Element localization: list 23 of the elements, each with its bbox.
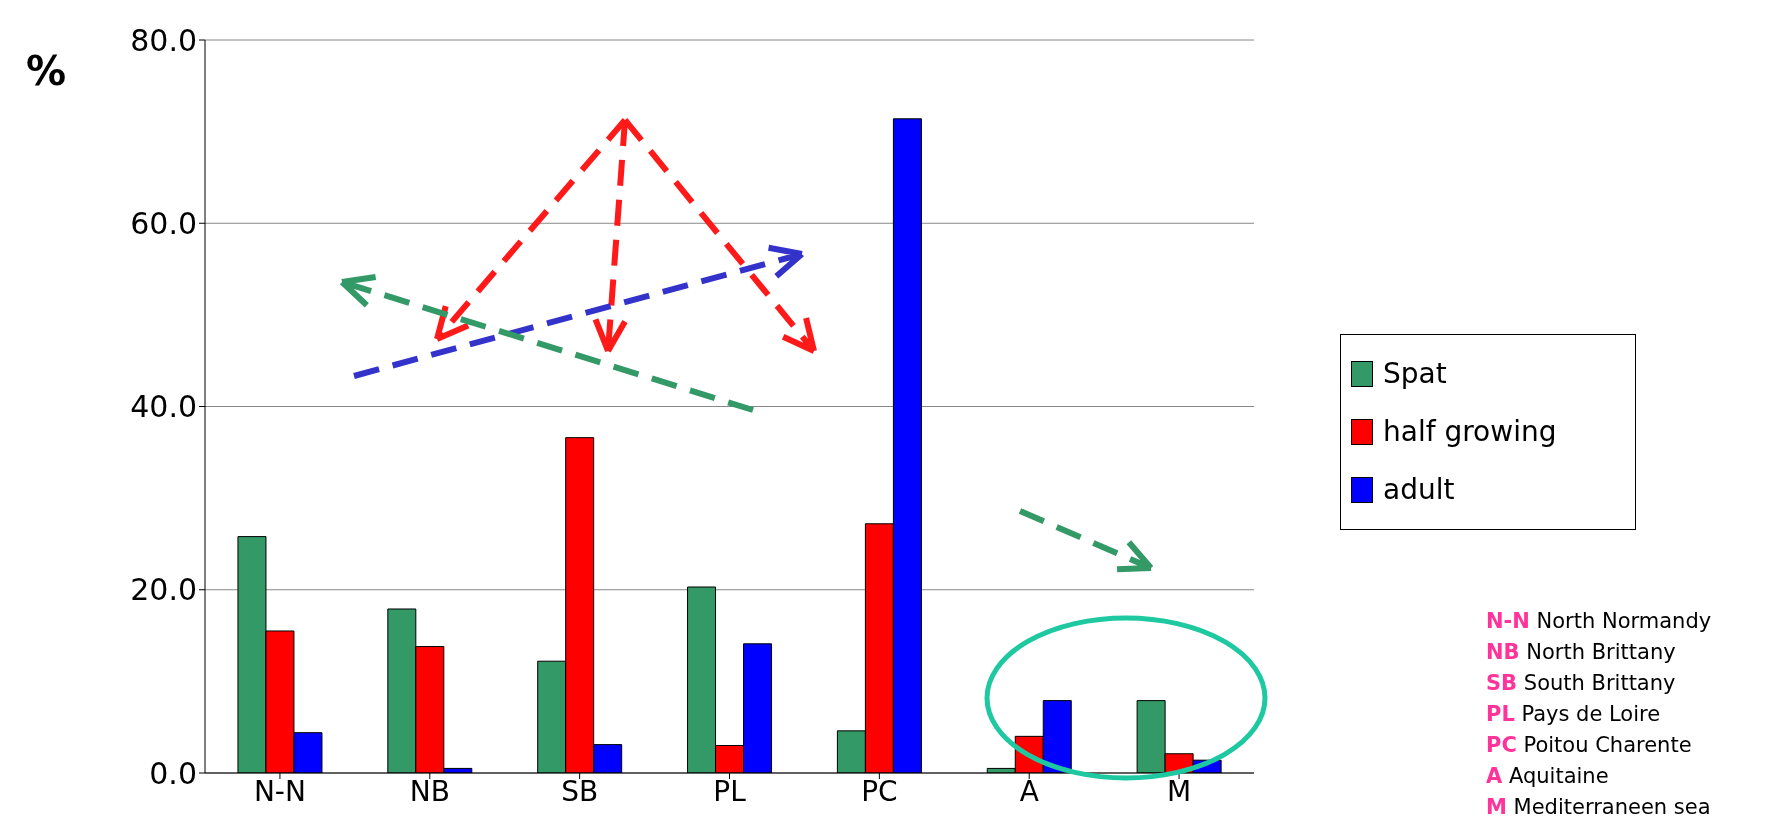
y-tick-label: 60.0 — [130, 205, 197, 241]
y-tick-label: 20.0 — [130, 572, 197, 608]
y-tick-label: 0.0 — [149, 755, 197, 791]
x-tick-label: SB — [561, 774, 599, 808]
text: A Aquitaine — [1486, 763, 1610, 790]
y-tick-label: 80.0 — [130, 22, 197, 58]
text: N-N North Normandy — [1486, 608, 1712, 635]
x-tick-label: NB — [409, 774, 450, 808]
text: PL Pays de Loire — [1486, 701, 1662, 728]
x-tick-label: A — [1019, 774, 1039, 808]
text: NB North Brittany — [1486, 639, 1677, 666]
legend-label: half growing — [1383, 414, 1557, 450]
x-tick-label: PC — [861, 774, 898, 808]
legend-label: Spat — [1383, 356, 1447, 392]
x-tick-label: N-N — [253, 774, 306, 808]
y-axis-title: % — [26, 48, 67, 94]
y-tick-label: 40.0 — [130, 389, 197, 425]
legend-label: adult — [1383, 472, 1455, 508]
text: M Mediterraneen sea — [1486, 794, 1712, 821]
text: PC Poitou Charente — [1486, 732, 1693, 759]
text: SB South Brittany — [1486, 670, 1677, 697]
x-tick-label: PL — [713, 774, 747, 808]
x-tick-label: M — [1166, 774, 1192, 808]
